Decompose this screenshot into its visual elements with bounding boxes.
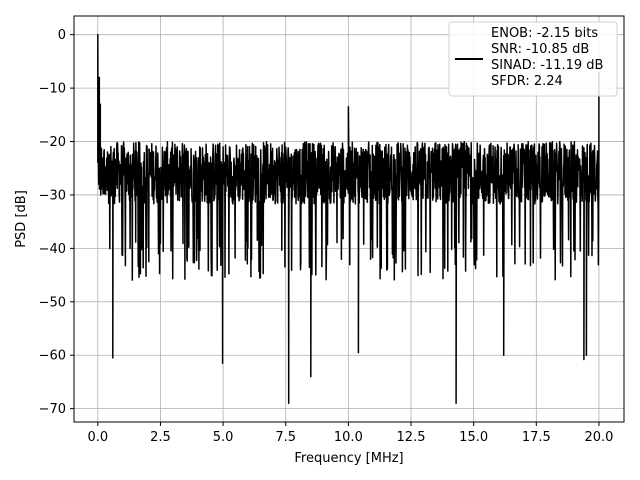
x-axis-ticks: 0.0 2.5 5.0 7.5 10.0 12.5 15.0 17.5 20.0 xyxy=(87,422,613,445)
y-tick-label: −70 xyxy=(39,402,66,417)
psd-series xyxy=(97,33,600,405)
legend-box xyxy=(448,21,618,97)
x-tick-label: 2.5 xyxy=(150,430,171,445)
x-tick-label: 15.0 xyxy=(459,430,488,445)
y-tick-label: −50 xyxy=(39,295,66,310)
legend-entry: SNR: -10.85 dB xyxy=(491,42,589,57)
y-axis-ticks: 0 −10 −20 −30 −40 −50 −60 −70 xyxy=(39,28,74,417)
y-tick-label: −40 xyxy=(39,242,66,257)
x-axis-label: Frequency [MHz] xyxy=(294,451,403,466)
x-tick-label: 12.5 xyxy=(397,430,426,445)
x-tick-label: 20.0 xyxy=(584,430,613,445)
y-tick-label: −10 xyxy=(39,82,66,97)
legend-entry: SFDR: 2.24 xyxy=(491,74,563,89)
y-tick-label: −30 xyxy=(39,188,66,203)
x-tick-label: 5.0 xyxy=(213,430,234,445)
x-tick-label: 10.0 xyxy=(334,430,363,445)
y-tick-label: 0 xyxy=(58,28,66,43)
legend-entry: SINAD: -11.19 dB xyxy=(491,58,603,73)
y-axis-label: PSD [dB] xyxy=(14,190,29,248)
legend-entry: ENOB: -2.15 bits xyxy=(491,26,598,41)
x-tick-label: 0.0 xyxy=(87,430,108,445)
x-tick-label: 7.5 xyxy=(275,430,296,445)
y-tick-label: −60 xyxy=(39,349,66,364)
x-tick-label: 17.5 xyxy=(522,430,551,445)
psd-line xyxy=(97,33,600,405)
y-tick-label: −20 xyxy=(39,135,66,150)
axes-frame xyxy=(73,15,625,423)
